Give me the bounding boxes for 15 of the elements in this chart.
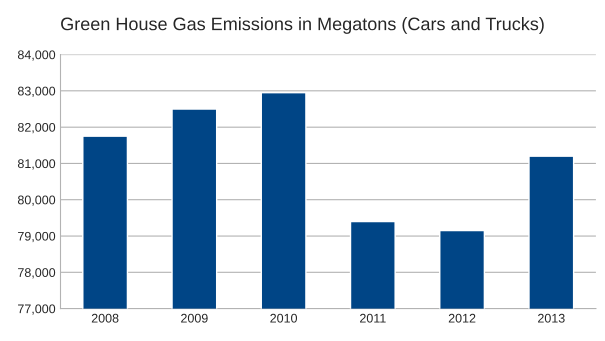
x-tick-label: 2013 bbox=[538, 314, 565, 323]
y-tick-label: 77,000 bbox=[18, 304, 56, 315]
y-tick-label: 80,000 bbox=[18, 196, 56, 206]
x-tick-label: 2009 bbox=[181, 314, 208, 323]
x-tick-label: 2008 bbox=[92, 314, 118, 323]
x-tick-label: 2011 bbox=[360, 314, 386, 323]
x-tick-label: 2010 bbox=[270, 314, 298, 323]
y-tick-label: 78,000 bbox=[18, 268, 56, 278]
y-tick-label: 83,000 bbox=[18, 86, 56, 97]
x-tick-label: 2012 bbox=[448, 314, 476, 323]
y-tick-label: 82,000 bbox=[18, 122, 56, 134]
y-tick-label: 81,000 bbox=[18, 159, 56, 170]
y-tick-label: 79,000 bbox=[18, 232, 56, 242]
y-tick-label: 84,000 bbox=[18, 50, 56, 61]
chart-title: Green House Gas Emissions in Megatons (Cars and Trucks) bbox=[61, 17, 544, 34]
